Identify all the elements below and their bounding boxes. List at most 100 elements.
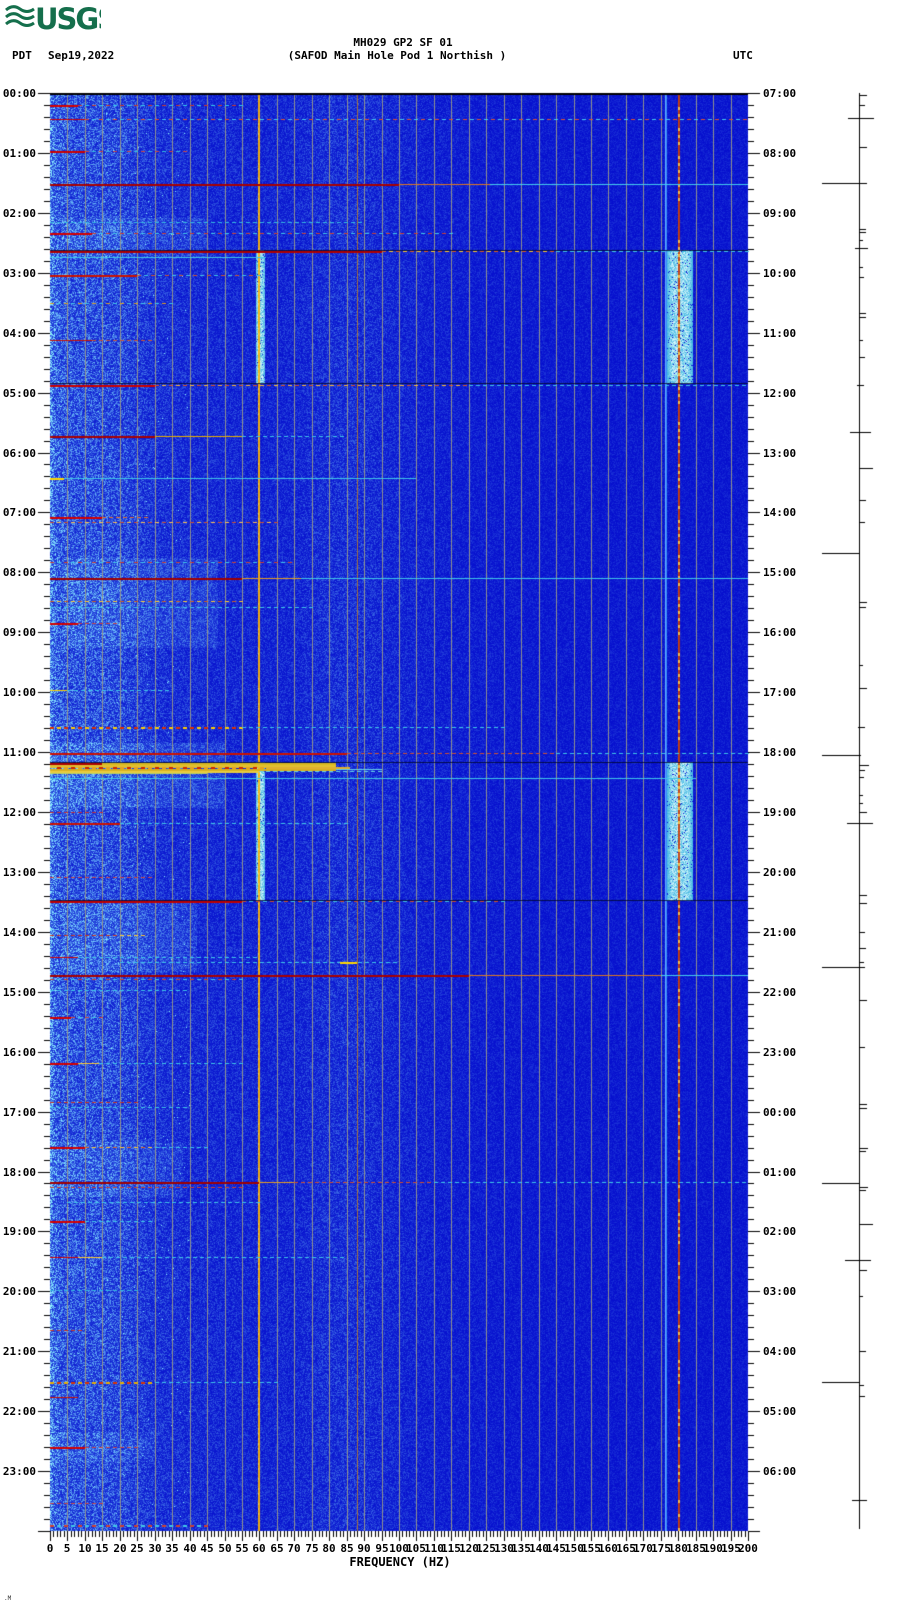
- right-time-label-0600: 06:00: [763, 1465, 797, 1479]
- freq-tick-label-90: 90: [357, 1542, 371, 1555]
- left-time-label-2000: 20:00: [2, 1285, 36, 1299]
- station-title: MH029 GP2 SF 01: [353, 36, 453, 49]
- right-time-label-0400: 04:00: [763, 1345, 797, 1359]
- freq-tick-label-95: 95: [375, 1542, 389, 1555]
- right-time-label-2300: 23:00: [763, 1045, 797, 1059]
- timezone-right-label: UTC: [733, 49, 753, 62]
- freq-tick-label-170: 170: [633, 1542, 653, 1555]
- freq-tick-label-60: 60: [252, 1542, 266, 1555]
- freq-tick-label-120: 120: [459, 1542, 479, 1555]
- right-time-label-0700: 07:00: [763, 87, 797, 100]
- right-time-label-2100: 21:00: [763, 925, 797, 939]
- right-time-label-1000: 10:00: [763, 266, 797, 280]
- left-time-label-1700: 17:00: [2, 1105, 36, 1119]
- freq-tick-label-35: 35: [165, 1542, 179, 1555]
- left-time-label-1200: 12:00: [2, 806, 36, 819]
- left-time-label-1500: 15:00: [2, 985, 36, 999]
- freq-tick-label-125: 125: [476, 1542, 496, 1555]
- freq-tick-label-160: 160: [598, 1542, 618, 1555]
- right-time-label-0300: 03:00: [763, 1285, 797, 1299]
- left-time-label-2100: 21:00: [2, 1345, 36, 1359]
- right-time-label-0000: 00:00: [763, 1105, 797, 1119]
- freq-tick-label-0: 0: [46, 1542, 54, 1555]
- left-time-label-2300: 23:00: [2, 1465, 36, 1479]
- freq-tick-label-15: 15: [95, 1542, 109, 1555]
- left-time-label-0400: 04:00: [2, 326, 36, 340]
- corner-note: .M: [4, 1595, 12, 1602]
- freq-tick-label-75: 75: [305, 1542, 319, 1555]
- freq-tick-label-190: 190: [703, 1542, 723, 1555]
- usgs-logo-text: USGS: [35, 2, 101, 33]
- freq-tick-label-155: 155: [581, 1542, 601, 1555]
- left-time-label-1300: 13:00: [2, 865, 36, 879]
- left-time-label-1400: 14:00: [2, 925, 36, 939]
- freq-tick-label-145: 145: [546, 1542, 566, 1555]
- right-time-label-0900: 09:00: [763, 206, 797, 220]
- freq-tick-label-195: 195: [721, 1542, 741, 1555]
- freq-tick-label-165: 165: [616, 1542, 636, 1555]
- freq-tick-label-150: 150: [564, 1542, 584, 1555]
- left-time-label-1100: 11:00: [2, 746, 36, 760]
- right-time-label-1200: 12:00: [763, 386, 797, 400]
- freq-tick-label-20: 20: [113, 1542, 127, 1555]
- left-time-label-0100: 01:00: [2, 146, 36, 160]
- right-time-label-1300: 13:00: [763, 446, 797, 460]
- freq-tick-label-80: 80: [322, 1542, 336, 1555]
- usgs-logo: USGS: [5, 2, 101, 33]
- x-axis-title: FREQUENCY (HZ): [349, 1555, 451, 1569]
- freq-tick-label-115: 115: [441, 1542, 461, 1555]
- date-label: Sep19,2022: [48, 49, 115, 62]
- left-time-label-0700: 07:00: [2, 506, 36, 520]
- freq-tick-label-110: 110: [424, 1542, 444, 1555]
- left-time-label-0300: 03:00: [2, 266, 36, 280]
- left-time-label-1800: 18:00: [2, 1165, 36, 1179]
- right-time-label-1700: 17:00: [763, 686, 797, 700]
- right-time-label-0800: 08:00: [763, 146, 797, 160]
- right-time-label-1600: 16:00: [763, 626, 797, 640]
- right-time-label-1500: 15:00: [763, 566, 797, 580]
- freq-tick-label-65: 65: [270, 1542, 284, 1555]
- right-time-label-2000: 20:00: [763, 865, 797, 879]
- freq-tick-label-100: 100: [389, 1542, 409, 1555]
- left-time-label-0800: 08:00: [2, 566, 36, 580]
- left-time-label-1900: 19:00: [2, 1225, 36, 1239]
- right-time-label-1800: 18:00: [763, 746, 797, 760]
- left-time-label-1600: 16:00: [2, 1045, 36, 1059]
- freq-tick-label-45: 45: [200, 1542, 214, 1555]
- freq-tick-label-10: 10: [78, 1542, 92, 1555]
- right-time-label-1400: 14:00: [763, 506, 797, 520]
- right-time-label-1900: 19:00: [763, 806, 797, 819]
- right-time-label-1100: 11:00: [763, 326, 797, 340]
- freq-tick-label-105: 105: [406, 1542, 426, 1555]
- freq-tick-label-200: 200: [738, 1542, 758, 1555]
- left-time-label-2200: 22:00: [2, 1405, 36, 1419]
- freq-tick-label-70: 70: [287, 1542, 301, 1555]
- freq-tick-label-5: 5: [63, 1542, 71, 1555]
- freq-tick-label-30: 30: [148, 1542, 162, 1555]
- freq-tick-label-130: 130: [494, 1542, 514, 1555]
- right-time-label-2200: 22:00: [763, 985, 797, 999]
- left-time-label-0200: 02:00: [2, 206, 36, 220]
- freq-tick-label-40: 40: [183, 1542, 197, 1555]
- right-time-label-0500: 05:00: [763, 1405, 797, 1419]
- freq-tick-label-55: 55: [235, 1542, 249, 1555]
- left-time-label-0500: 05:00: [2, 386, 36, 400]
- freq-tick-label-180: 180: [668, 1542, 688, 1555]
- freq-tick-label-85: 85: [340, 1542, 354, 1555]
- freq-tick-label-140: 140: [529, 1542, 549, 1555]
- left-time-label-0600: 06:00: [2, 446, 36, 460]
- freq-tick-label-135: 135: [511, 1542, 531, 1555]
- left-time-label-0900: 09:00: [2, 626, 36, 640]
- left-time-label-0000: 00:00: [2, 87, 36, 100]
- left-time-label-1000: 10:00: [2, 686, 36, 700]
- freq-tick-label-50: 50: [218, 1542, 232, 1555]
- freq-tick-label-185: 185: [686, 1542, 706, 1555]
- right-time-label-0200: 02:00: [763, 1225, 797, 1239]
- right-time-label-0100: 01:00: [763, 1165, 797, 1179]
- timezone-left-label: PDT: [12, 49, 32, 62]
- freq-tick-label-25: 25: [130, 1542, 144, 1555]
- station-subtitle: (SAFOD Main Hole Pod 1 Northish ): [287, 49, 507, 62]
- freq-tick-label-175: 175: [651, 1542, 671, 1555]
